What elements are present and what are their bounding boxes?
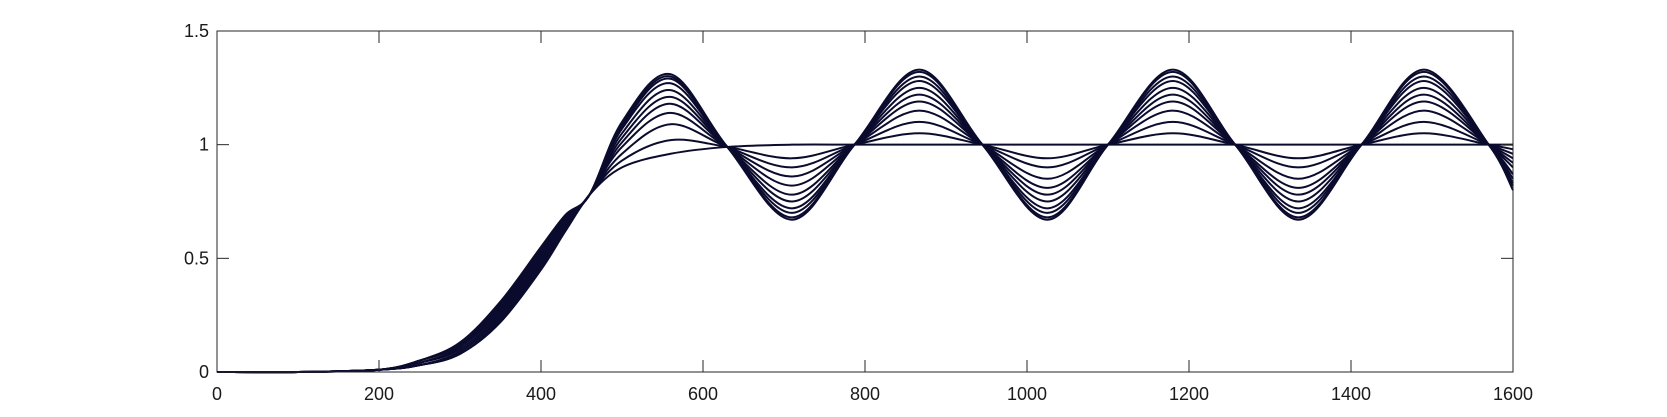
x-tick-label: 1600 [1493,384,1533,404]
y-tick-label: 1.5 [184,21,209,41]
y-tick-label: 1 [199,135,209,155]
x-tick-label: 600 [688,384,718,404]
series-line-5 [216,100,1514,374]
axis-ticks [216,30,1514,373]
x-tick-label: 400 [526,384,556,404]
series-line-1 [216,143,1513,374]
series-layer [216,68,1514,374]
x-tick-label: 1000 [1007,384,1047,404]
series-line-10 [216,70,1514,374]
series-line-8 [216,80,1514,374]
y-tick-label: 0 [199,362,209,382]
x-tick-label: 200 [364,384,394,404]
series-line-4 [216,109,1514,374]
series-line-3 [216,120,1514,374]
x-tick-label: 1400 [1331,384,1371,404]
series-line-11 [216,68,1514,374]
series-line-9 [216,75,1514,374]
y-tick-label: 0.5 [184,248,209,268]
x-tick-label: 800 [850,384,880,404]
series-line-6 [216,93,1514,374]
series-line-2 [216,132,1514,374]
x-tick-label: 0 [212,384,222,404]
tick-labels: 0 200 400 600 800 1000 1200 1400 1600 0 0.5 1 1.5 [184,21,1533,404]
x-tick-label: 1200 [1169,384,1209,404]
